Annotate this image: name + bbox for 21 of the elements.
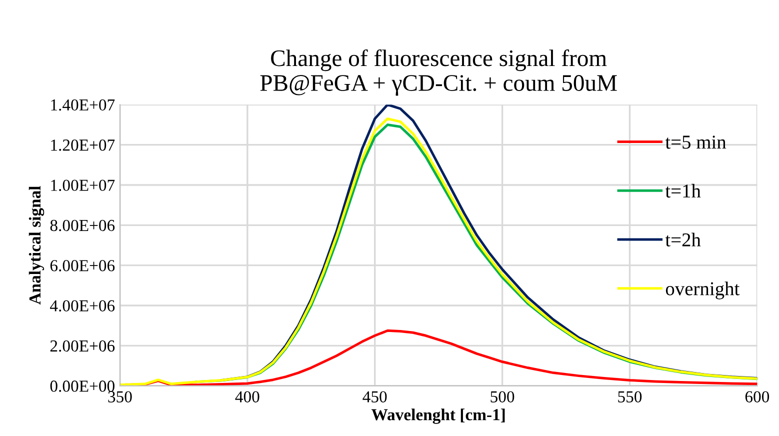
y-tick-label: 1.40E+07	[51, 99, 115, 111]
y-tick-label: 4.00E+06	[50, 300, 115, 312]
y-tick-label: 1.20E+07	[51, 140, 115, 151]
x-tick-label: 400	[235, 391, 260, 402]
y-tick-label: 2.00E+06	[50, 340, 115, 352]
y-axis-title: Analytical signal	[28, 186, 44, 305]
y-tick-label: 6.00E+06	[50, 260, 115, 272]
x-tick-label: 450	[362, 391, 387, 402]
legend-label: overnight	[666, 282, 740, 300]
x-tick-label: 600	[745, 391, 770, 402]
chart-title: Change of fluorescence signal from PB@FeGA + γCD-Cit. + coum 50uM	[260, 49, 617, 96]
x-tick-label: 500	[490, 391, 514, 402]
y-tick-label: 1.00E+07	[51, 180, 115, 192]
y-tick-label: 8.00E+06	[50, 220, 115, 232]
x-tick-label: 350	[108, 391, 132, 402]
x-axis-title: Wavelenght [cm-1]	[371, 408, 505, 424]
legend-label: t=5 min	[665, 136, 726, 149]
y-tick-label: 0.00E+00	[50, 380, 114, 392]
legend-label: t=2h	[665, 232, 701, 246]
x-tick-label: 550	[618, 391, 642, 402]
legend-label: t=1h	[665, 184, 701, 198]
